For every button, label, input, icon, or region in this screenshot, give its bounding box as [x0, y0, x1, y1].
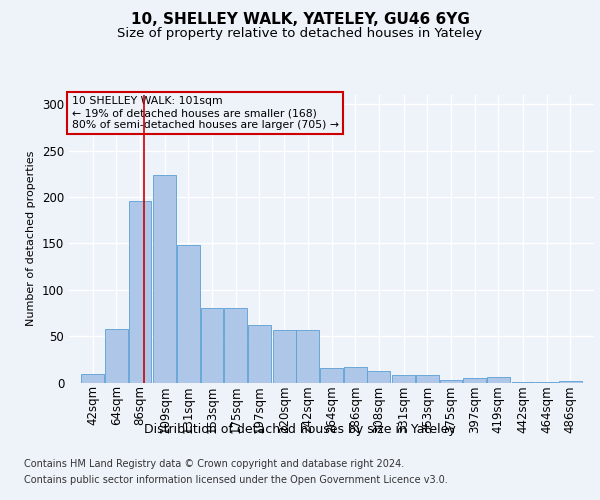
Bar	[440, 380, 463, 382]
Bar	[296, 330, 319, 382]
Bar	[344, 366, 367, 382]
Text: Distribution of detached houses by size in Yateley: Distribution of detached houses by size …	[144, 422, 456, 436]
Bar	[81, 374, 104, 382]
Bar	[177, 245, 200, 382]
Bar	[154, 175, 176, 382]
Bar	[273, 330, 296, 382]
Bar	[128, 200, 151, 382]
Bar	[392, 375, 415, 382]
Bar	[224, 308, 247, 382]
Text: Size of property relative to detached houses in Yateley: Size of property relative to detached ho…	[118, 28, 482, 40]
Y-axis label: Number of detached properties: Number of detached properties	[26, 151, 37, 326]
Bar	[463, 378, 486, 382]
Bar	[320, 368, 343, 382]
Bar	[200, 308, 223, 382]
Bar	[487, 377, 509, 382]
Bar	[559, 380, 582, 382]
Bar	[416, 375, 439, 382]
Bar	[105, 328, 128, 382]
Bar	[367, 372, 390, 382]
Text: Contains HM Land Registry data © Crown copyright and database right 2024.: Contains HM Land Registry data © Crown c…	[24, 459, 404, 469]
Text: Contains public sector information licensed under the Open Government Licence v3: Contains public sector information licen…	[24, 475, 448, 485]
Text: 10, SHELLEY WALK, YATELEY, GU46 6YG: 10, SHELLEY WALK, YATELEY, GU46 6YG	[131, 12, 469, 28]
Bar	[248, 325, 271, 382]
Text: 10 SHELLEY WALK: 101sqm
← 19% of detached houses are smaller (168)
80% of semi-d: 10 SHELLEY WALK: 101sqm ← 19% of detache…	[71, 96, 338, 130]
